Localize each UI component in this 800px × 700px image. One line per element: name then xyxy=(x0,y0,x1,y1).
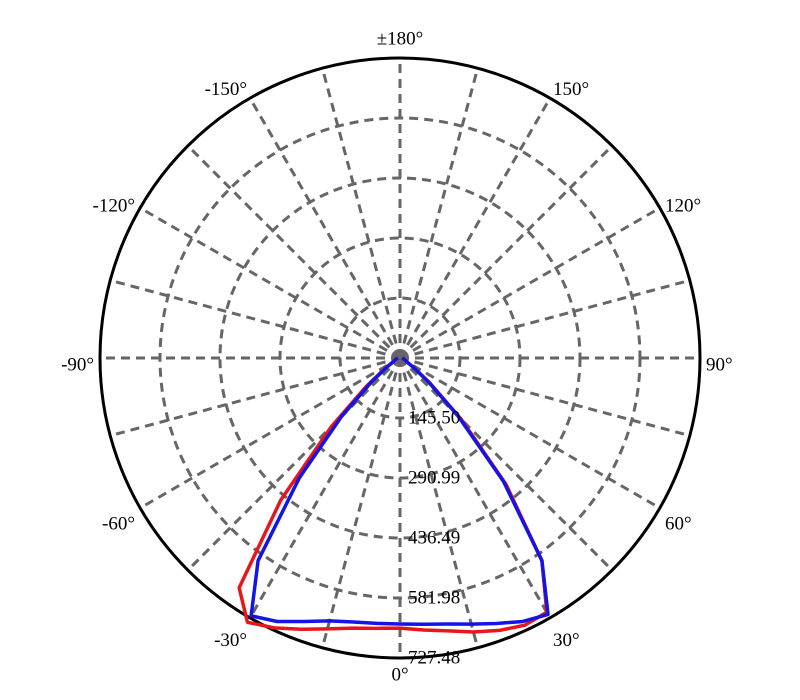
radial-tick-label: 145.50 xyxy=(408,407,460,428)
angle-grid-line xyxy=(399,206,661,360)
angle-tick-label: 60° xyxy=(665,513,692,534)
radial-tick-label: 727.48 xyxy=(408,647,460,668)
angle-grid-line xyxy=(248,357,402,619)
angle-grid-line xyxy=(186,356,402,572)
angle-grid-line xyxy=(139,356,401,510)
angle-tick-label: -150° xyxy=(205,79,247,100)
angle-grid-line xyxy=(320,67,402,359)
radial-tick-label: 581.98 xyxy=(408,587,460,608)
intensity-curve xyxy=(237,356,549,634)
angle-tick-label: 0° xyxy=(391,664,408,685)
radial-grid-ring xyxy=(338,296,462,420)
radial-grid-ring xyxy=(218,176,582,540)
angle-grid-line xyxy=(398,357,480,649)
angle-tick-label: 120° xyxy=(665,195,701,216)
angle-grid-line xyxy=(398,357,552,619)
angle-tick-label: -90° xyxy=(61,354,94,375)
radial-tick-label: 436.49 xyxy=(408,527,460,548)
angle-tick-label: -60° xyxy=(102,513,135,534)
angle-grid-line xyxy=(398,144,614,360)
angle-grid-line xyxy=(399,278,691,360)
angle-grid-line xyxy=(399,356,661,510)
angle-tick-label: -30° xyxy=(214,630,247,651)
intensity-curve xyxy=(249,356,550,626)
angle-tick-label: -120° xyxy=(93,195,135,216)
radial-grid-ring xyxy=(278,236,522,480)
angle-grid-line xyxy=(398,67,480,359)
radial-tick-label: 290.99 xyxy=(408,467,460,488)
angle-tick-label: 150° xyxy=(553,79,589,100)
angle-grid-line xyxy=(320,357,402,649)
angle-tick-label: 90° xyxy=(706,354,733,375)
angle-tick-label: 30° xyxy=(553,630,580,651)
radial-grid-ring xyxy=(158,116,642,600)
angle-grid-line xyxy=(109,278,401,360)
angle-grid-line xyxy=(248,97,402,359)
angle-grid-line xyxy=(109,356,401,438)
angle-grid-line xyxy=(399,356,691,438)
angle-grid-line xyxy=(398,97,552,359)
angle-grid-line xyxy=(186,144,402,360)
angle-grid-line xyxy=(139,206,401,360)
angle-tick-label: ±180° xyxy=(377,28,424,49)
angle-grid-line xyxy=(398,356,614,572)
outer-circle xyxy=(98,56,702,660)
